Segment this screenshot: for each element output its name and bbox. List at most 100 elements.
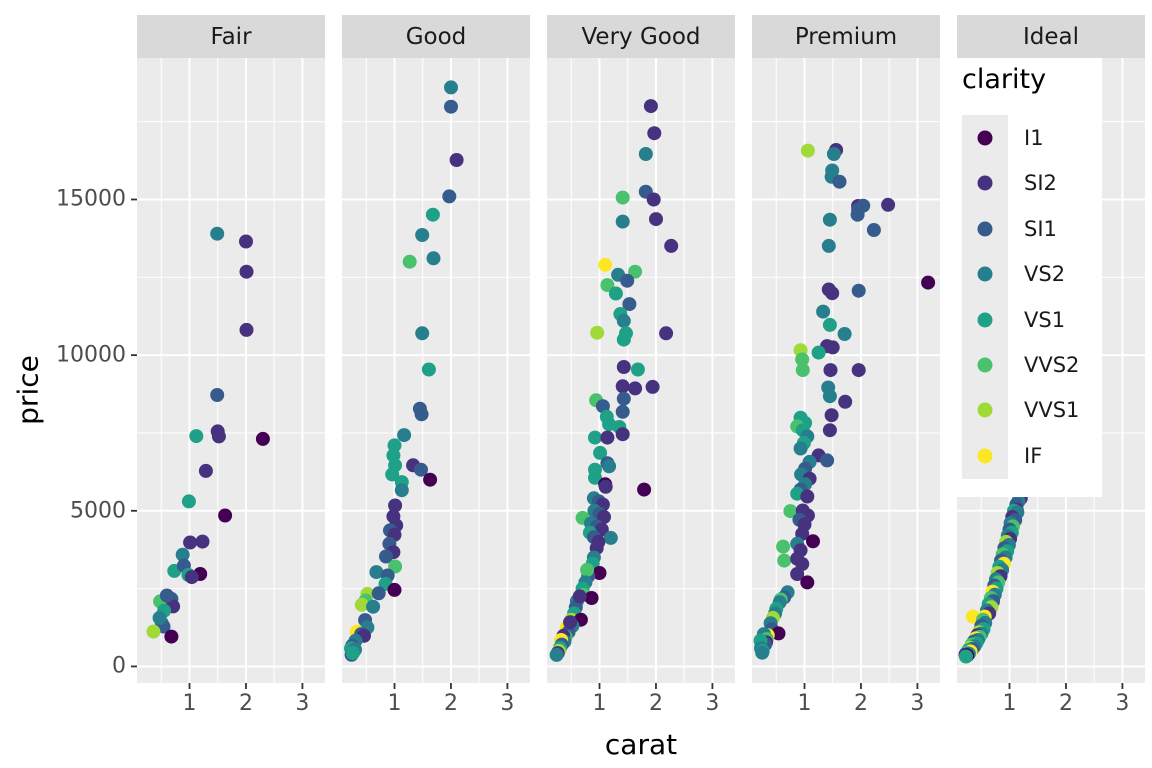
data-point [211, 429, 226, 444]
legend-entry-VS2: VS2 [962, 251, 1065, 298]
y-tick-label: 10000 [56, 342, 126, 368]
x-tick-label: 1 [182, 691, 197, 716]
points-layer-Very Good [549, 99, 679, 662]
legend-key [962, 432, 1008, 479]
legend-dot-icon [977, 402, 993, 418]
legend-entry-label: VVS1 [1024, 398, 1080, 423]
data-point [549, 647, 564, 662]
data-point [210, 226, 225, 241]
y-tick-label: 0 [112, 653, 126, 679]
data-point [866, 223, 881, 237]
data-point [603, 530, 618, 545]
facet-strip-premium: Premium [752, 15, 940, 58]
data-point [822, 317, 837, 332]
data-point [421, 362, 436, 377]
data-point [415, 326, 430, 341]
legend-key [962, 160, 1008, 207]
data-point [239, 264, 254, 279]
legend-key [962, 251, 1008, 298]
data-point [637, 482, 652, 497]
data-point [595, 399, 610, 414]
legend-dot-icon [977, 175, 993, 191]
legend-dot-icon [977, 221, 993, 237]
data-point [175, 547, 190, 562]
data-point [195, 534, 210, 549]
data-point [616, 391, 631, 406]
legend-entry-SI1: SI1 [962, 205, 1057, 252]
data-point [838, 394, 853, 409]
data-point [414, 407, 429, 422]
data-point [369, 565, 384, 580]
x-tick-label: 2 [853, 691, 868, 716]
data-point [811, 345, 826, 360]
legend-dot-icon [977, 312, 993, 328]
data-point [790, 567, 805, 581]
data-point [616, 332, 631, 347]
x-tick-label: 2 [443, 691, 458, 716]
data-point [646, 192, 661, 207]
data-point [638, 147, 653, 161]
data-point [826, 147, 841, 161]
data-point [832, 174, 847, 189]
legend-entry-SI2: SI2 [962, 160, 1057, 207]
data-point [820, 453, 835, 468]
data-point [615, 190, 630, 205]
data-point [255, 431, 270, 446]
data-point [600, 278, 615, 293]
legend-entry-VVS1: VVS1 [962, 387, 1080, 434]
data-point [592, 566, 607, 580]
data-point [616, 313, 631, 328]
data-point [823, 363, 838, 378]
data-point [189, 429, 204, 444]
data-point [423, 472, 438, 487]
panel-Fair [137, 58, 325, 683]
facet-strip-good: Good [342, 15, 530, 58]
legend-title: clarity [962, 64, 1047, 95]
data-point [210, 388, 225, 402]
data-point [152, 610, 167, 625]
data-point [793, 441, 808, 456]
data-point [146, 624, 161, 639]
data-point [795, 363, 810, 378]
legend-entry-VS1: VS1 [962, 296, 1066, 343]
data-point [616, 360, 631, 374]
x-tick-label: 2 [238, 691, 253, 716]
data-point [588, 470, 602, 485]
data-point [649, 212, 663, 227]
x-tick-label: 1 [1002, 691, 1017, 716]
data-point [959, 649, 973, 664]
points-layer-Premium [753, 143, 936, 660]
x-tick-label: 3 [500, 691, 515, 716]
legend-key [962, 205, 1008, 252]
legend-entry-label: VS1 [1024, 307, 1066, 332]
panel-Good [342, 58, 530, 683]
legend-key [962, 115, 1008, 161]
data-point [822, 389, 837, 404]
facet-strip-fair: Fair [137, 15, 325, 58]
data-point [394, 483, 409, 498]
legend-dot-icon [977, 266, 993, 282]
data-point [824, 408, 839, 423]
data-point [590, 325, 605, 340]
data-point [600, 430, 615, 445]
data-point [643, 99, 658, 114]
data-point [645, 379, 660, 394]
data-point [580, 562, 595, 577]
legend-entry-VVS2: VVS2 [962, 342, 1079, 388]
data-point [402, 254, 417, 269]
data-point [816, 304, 831, 319]
gridlines-Fair [137, 58, 325, 683]
data-point [449, 153, 464, 167]
data-point [771, 626, 786, 641]
data-point [239, 234, 253, 249]
panel-Premium [752, 58, 940, 683]
y-axis-title: price [11, 355, 45, 425]
data-point [659, 326, 674, 341]
data-point [371, 586, 386, 601]
data-point [647, 126, 662, 141]
x-tick-label: 1 [797, 691, 812, 716]
data-point [837, 327, 852, 341]
data-point [615, 404, 630, 419]
data-point [795, 352, 810, 367]
